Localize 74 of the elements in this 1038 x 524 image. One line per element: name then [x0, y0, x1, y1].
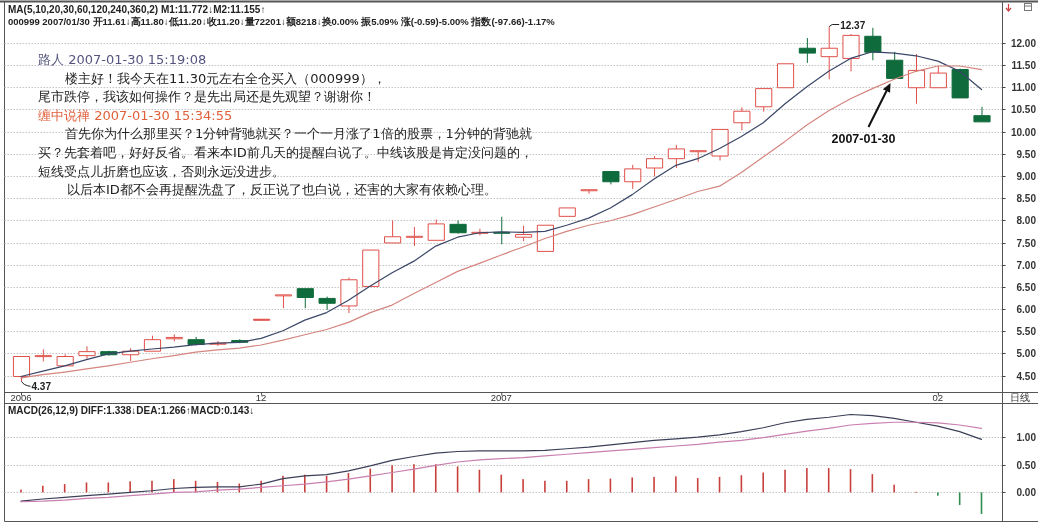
y-tick-label: 10.00	[1010, 127, 1037, 138]
candlestick	[296, 288, 314, 309]
annotation: 首先你为什么那里买？1分钟背驰就买？一个一月涨了1倍的股票，1分钟的背驰就	[65, 126, 532, 142]
candlestick	[405, 226, 424, 247]
text: 000999 2007/01/30 开11.61↓高11.80↓低11.20↓收11.20↓量72201↓额8218↓换0.00% 振5.09% 涨(-0.59)-5.00% 指数(-97.66)-1.17%	[8, 16, 556, 27]
y-tick-label: 0.50	[1016, 460, 1037, 471]
candlestick	[558, 207, 576, 217]
candlestick	[798, 37, 816, 64]
candlestick	[253, 318, 271, 321]
candlestick	[624, 164, 642, 190]
candlestick	[449, 219, 467, 235]
candlestick	[165, 333, 183, 342]
candlestick	[929, 65, 947, 89]
candlestick	[820, 26, 838, 80]
candlestick	[362, 249, 380, 287]
x-tick-label: 02	[932, 392, 944, 403]
annotation: 路人 2007-01-30 15:19:08	[38, 52, 207, 67]
y-tick-label: 11.50	[1011, 60, 1037, 71]
y-tick-label: 8.00	[1016, 215, 1037, 226]
candlestick	[886, 51, 904, 79]
candlestick	[689, 149, 707, 163]
annotation: 12.37	[840, 19, 866, 31]
y-tick-label: 6.00	[1016, 304, 1037, 315]
y-tick-label: 1.00	[1016, 432, 1037, 443]
candlestick	[645, 155, 664, 177]
candlestick	[864, 27, 882, 61]
y-tick-label: 11.00	[1011, 82, 1037, 93]
annotation: 2007-01-30	[831, 132, 896, 146]
candlestick	[12, 356, 31, 382]
candlestick	[776, 63, 795, 89]
candlestick	[711, 128, 729, 161]
y-tick-label: 12.00	[1010, 38, 1037, 49]
candlestick	[384, 219, 402, 244]
y-tick-label: 8.50	[1016, 193, 1037, 204]
annotation: 短线受点儿折磨也应该，否则永远没进步。	[38, 163, 285, 179]
candlestick	[427, 218, 445, 241]
annotation: 4.37	[31, 381, 52, 393]
candlestick	[667, 144, 685, 169]
candlestick	[973, 106, 991, 123]
y-tick-label: 6.50	[1016, 282, 1037, 293]
annotation: 缠中说禅 2007-01-30 15:34:55	[38, 107, 233, 123]
x-tick-label: 2006	[10, 392, 32, 403]
candlestick	[515, 225, 533, 242]
y-tick-label: 7.50	[1016, 238, 1037, 249]
candlestick	[143, 335, 162, 352]
y-tick-label: 10.50	[1010, 104, 1037, 115]
x-axis-title: 日线	[1010, 392, 1031, 403]
annotation: 楼主好！我今天在11.30元左右全仓买入（000999），	[65, 70, 386, 86]
candlestick	[340, 277, 358, 314]
y-tick-label: 5.50	[1016, 326, 1037, 337]
candlestick	[318, 296, 336, 311]
candlestick	[755, 88, 773, 113]
x-tick-label: 2007	[490, 392, 512, 403]
candlestick	[842, 33, 860, 72]
candlestick	[580, 188, 598, 195]
x-tick-label: 12	[255, 392, 267, 403]
candlestick	[907, 53, 926, 105]
annotation: 以后本ID都不会再提醒洗盘了，反正说了也白说，还害的大家有依赖心理。	[67, 182, 497, 198]
y-tick-label: 9.50	[1016, 149, 1037, 160]
candlestick	[602, 171, 620, 185]
y-tick-label: 5.00	[1016, 348, 1037, 359]
candlestick	[78, 345, 96, 360]
y-tick-label: 9.00	[1016, 171, 1037, 182]
candlestick	[733, 106, 751, 131]
y-tick-label: 0.00	[1016, 487, 1037, 498]
y-tick-label: 7.00	[1016, 260, 1037, 271]
candlestick	[274, 294, 293, 309]
chart-title: MA(5,10,20,30,60,120,240,360,2) M1:11.772↓M2:11.155↑	[8, 4, 266, 15]
y-tick-label: 4.50	[1016, 371, 1037, 382]
candlestick	[34, 348, 52, 362]
candlestick	[951, 68, 969, 99]
chart-title: MACD(26,12,9) DIFF:1.338↓DEA:1.266↑MACD:0.143↓	[8, 405, 255, 416]
annotation: 尾市跌停，我该如何操作？是先出局还是先观望？谢谢你！	[38, 89, 376, 105]
annotation: 买？先套着吧，好好反省。看来本ID前几天的提醒白说了。中线该股是肯定没问题的，	[38, 145, 533, 160]
